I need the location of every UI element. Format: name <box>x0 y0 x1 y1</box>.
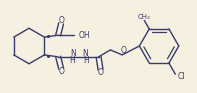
Text: N: N <box>70 49 76 58</box>
Text: O: O <box>98 68 103 77</box>
Text: CH₃: CH₃ <box>138 14 151 20</box>
Text: H: H <box>69 56 75 65</box>
Text: O: O <box>120 46 126 55</box>
Text: OH: OH <box>79 31 90 40</box>
Text: N: N <box>82 49 88 58</box>
Text: H: H <box>83 56 89 65</box>
Text: O: O <box>58 16 64 25</box>
Text: O: O <box>58 67 64 76</box>
Text: Cl: Cl <box>177 72 185 81</box>
